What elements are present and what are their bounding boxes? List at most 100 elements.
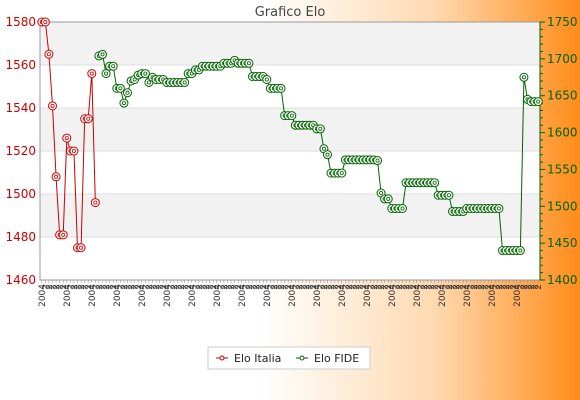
x-tick-label: 2 [352, 284, 362, 290]
elo-fide-point [337, 168, 347, 178]
x-tick-label: 2 [77, 284, 87, 290]
x-tick-label: 2 [441, 284, 451, 290]
x-tick-label: 2 [520, 284, 530, 290]
x-tick-label: 2 [477, 284, 487, 290]
x-tick-label: 2 [177, 284, 187, 290]
elo-fide-point [180, 77, 190, 87]
x-tick-label: 2 [145, 284, 155, 290]
elo-italia-point-core [64, 136, 69, 141]
x-tick-label: 2 [259, 284, 269, 290]
series-layer [37, 17, 543, 256]
left-tick-label: 1500 [5, 187, 36, 201]
x-tick-label: 2 [195, 284, 205, 290]
x-tick-label: 2 [91, 284, 101, 290]
x-tick-label: 2004 [388, 284, 398, 307]
elo-fide-point [533, 97, 543, 107]
right-tick-label: 1550 [547, 162, 578, 176]
elo-fide-point [140, 69, 150, 79]
x-tick-label: 2 [334, 284, 344, 290]
x-tick-label: 2 [95, 284, 105, 290]
elo-fide-point-core [496, 206, 501, 211]
elo-italia-point [58, 230, 68, 240]
x-tick-label: 2 [402, 284, 412, 290]
elo-fide-point [244, 58, 254, 68]
x-tick-label: 2 [416, 284, 426, 290]
x-tick-label: 2004 [338, 284, 348, 307]
x-tick-label: 2 [52, 284, 62, 290]
grid-bands [39, 21, 541, 281]
elo-italia-point-core [61, 232, 66, 237]
x-tick-label: 2 [395, 284, 405, 290]
x-tick-label: 2 [306, 284, 316, 290]
elo-fide-point [444, 190, 454, 200]
x-tick-label: 2 [202, 284, 212, 290]
elo-fide-point-core [182, 80, 187, 85]
elo-fide-point [119, 98, 129, 108]
x-tick-label: 2 [377, 284, 387, 290]
elo-fide-point [323, 150, 332, 160]
left-tick-label: 1540 [5, 101, 36, 115]
elo-italia-point-core [54, 174, 59, 179]
x-tick-label: 2 [509, 284, 519, 290]
x-tick-label: 2 [41, 284, 51, 290]
x-tick-label: 2 [156, 284, 166, 290]
x-tick-label: 2 [149, 284, 159, 290]
left-tick-label: 1560 [5, 58, 36, 72]
elo-italia-point [48, 101, 57, 111]
x-tick-label: 2 [134, 284, 144, 290]
x-tick-label: 2004 [313, 284, 323, 307]
left-tick-label: 1460 [5, 273, 36, 287]
elo-fide-point-core [100, 52, 105, 57]
x-tick-label: 2 [527, 284, 537, 290]
x-tick-label: 2 [127, 284, 137, 290]
x-tick-label: 2 [206, 284, 216, 290]
x-tick-label: 2 [99, 284, 109, 290]
elo-fide-point-core [386, 196, 391, 201]
x-tick-label: 2 [499, 284, 509, 290]
elo-fide-point-core [318, 126, 323, 131]
x-tick-label: 2004 [413, 284, 423, 307]
legend: Elo Italia Elo FIDE [207, 346, 371, 370]
x-tick-label: 2 [191, 284, 201, 290]
x-tick-label: 2 [295, 284, 305, 290]
elo-italia-point-core [79, 245, 84, 250]
x-tick-label: 2 [452, 284, 462, 290]
x-tick-label: 2 [409, 284, 419, 290]
elo-fide-point [115, 83, 125, 93]
x-tick-label: 2 [49, 284, 59, 290]
x-tick-label: 2 [274, 284, 284, 290]
x-tick-label: 2 [309, 284, 319, 290]
elo-italia-point-core [86, 116, 91, 121]
x-tick-label: 2004 [213, 284, 223, 307]
x-tick-label: 2 [516, 284, 526, 290]
x-tick-label: 2 [256, 284, 266, 290]
elo-fide-point-core [264, 77, 269, 82]
elo-italia-point [40, 17, 50, 27]
x-tick-label: 2 [349, 284, 359, 290]
x-tick-label: 2004 [163, 284, 173, 307]
x-tick-label: 2 [231, 284, 241, 290]
elo-fide-point-core [379, 191, 384, 196]
elo-italia-point-core [71, 148, 76, 153]
x-tick-label: 2 [506, 284, 516, 290]
x-tick-label: 2004 [63, 284, 73, 307]
elo-fide-point-core [446, 193, 451, 198]
legend-box [207, 346, 371, 370]
elo-fide-point-core [143, 71, 148, 76]
x-tick-label: 2 [249, 284, 259, 290]
x-tick-label: 2004 [288, 284, 298, 307]
elo-fide-point [123, 88, 132, 98]
x-tick-label: 2 [534, 284, 544, 290]
x-tick-label: 2 [366, 284, 376, 290]
elo-fide-point [315, 124, 325, 134]
left-tick-label: 1580 [5, 15, 36, 29]
right-tick-label: 1650 [547, 89, 578, 103]
x-tick-label: 2 [284, 284, 294, 290]
left-axis-labels: 1460 1480 1500 1520 1540 1560 1580 [5, 15, 36, 287]
x-tick-label: 2004 [138, 284, 148, 307]
x-tick-label: 2 [359, 284, 369, 290]
x-tick-label: 2 [159, 284, 169, 290]
x-tick-label: 2004 [488, 284, 498, 307]
x-tick-label: 2 [474, 284, 484, 290]
elo-fide-point-core [118, 86, 123, 91]
